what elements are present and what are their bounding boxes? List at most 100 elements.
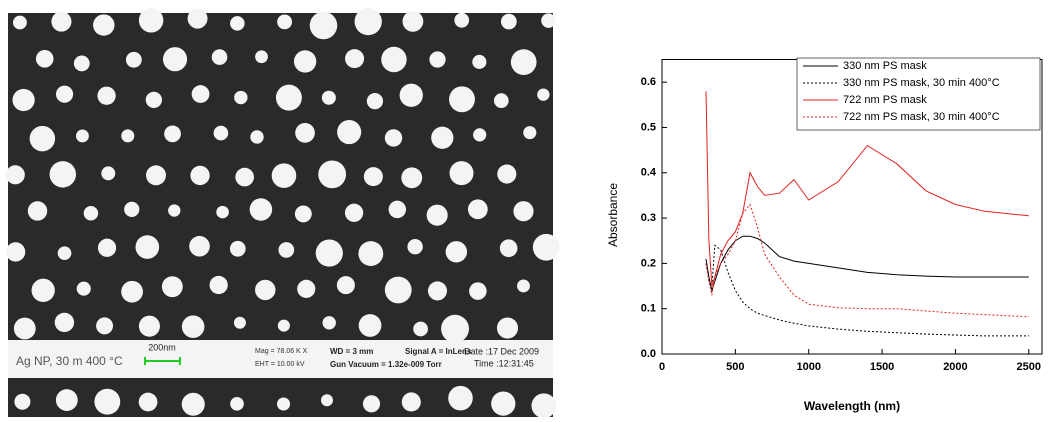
particle — [318, 160, 347, 189]
particle — [315, 239, 343, 267]
particle — [13, 317, 36, 340]
particle — [191, 85, 210, 103]
y-tick-label: 0.4 — [641, 167, 657, 179]
particle — [497, 164, 517, 184]
legend-label: 722 nm PS mask, 30 min 400°C — [843, 111, 1000, 123]
particle — [531, 393, 557, 419]
y-tick-label: 0.0 — [641, 348, 656, 360]
particle — [337, 120, 362, 145]
particle — [76, 281, 91, 296]
x-tick-label: 2500 — [1017, 361, 1041, 373]
particle — [55, 85, 74, 103]
particle — [255, 279, 276, 301]
particle — [31, 278, 55, 302]
particle — [162, 47, 188, 72]
particle — [121, 280, 143, 303]
particle — [83, 206, 99, 221]
particle — [277, 14, 293, 30]
eht: EHT = 10.00 kV — [255, 361, 305, 368]
particle — [294, 205, 312, 223]
particle — [491, 391, 516, 416]
particle — [35, 50, 54, 68]
particle — [401, 392, 421, 412]
particle — [235, 167, 254, 187]
particle — [181, 315, 205, 338]
y-tick-label: 0.1 — [641, 303, 656, 315]
particle — [401, 167, 423, 189]
caption: Ag NP, 30 m 400 °C — [16, 354, 123, 368]
particle — [449, 161, 474, 186]
particle — [321, 90, 336, 105]
particle — [271, 163, 297, 188]
particle — [309, 11, 338, 40]
y-tick-label: 0.6 — [641, 76, 656, 88]
x-axis-label: Wavelength (nm) — [804, 399, 900, 413]
particle — [5, 242, 26, 262]
wd: WD = 3 mm — [330, 347, 373, 356]
particle — [513, 201, 534, 222]
particle — [164, 125, 181, 143]
particle — [384, 276, 412, 304]
particle — [249, 198, 273, 221]
particle — [277, 319, 290, 332]
particle — [362, 395, 381, 413]
particle — [449, 86, 475, 113]
series-line — [705, 203, 1029, 318]
particle — [402, 10, 424, 32]
vacuum: Gun Vacuum = 1.32e-009 Torr — [330, 360, 442, 369]
particle — [441, 314, 469, 343]
particle — [29, 125, 56, 152]
particle — [27, 201, 48, 221]
particle — [138, 8, 164, 33]
particle — [211, 49, 228, 65]
particle — [216, 205, 229, 219]
particle — [467, 199, 488, 220]
series-line — [705, 91, 1029, 287]
scale-label: 200nm — [148, 342, 176, 352]
signal: Signal A = InLens — [405, 347, 472, 356]
particle — [12, 15, 27, 30]
particle — [94, 388, 121, 415]
x-tick-label: 1500 — [870, 361, 894, 373]
particle — [229, 240, 246, 257]
particle — [230, 396, 244, 411]
particle — [381, 46, 407, 73]
particle — [97, 86, 116, 105]
particle — [345, 49, 365, 69]
particle — [168, 204, 181, 217]
particle — [431, 126, 454, 149]
particle — [407, 239, 423, 255]
particle — [320, 394, 333, 407]
particle — [277, 397, 291, 411]
particle — [125, 51, 142, 68]
particle — [358, 241, 384, 266]
particle — [293, 50, 317, 73]
particle — [101, 166, 116, 181]
y-tick-label: 0.2 — [641, 257, 656, 269]
date: Date :17 Dec 2009 — [464, 346, 539, 356]
scale-bar — [144, 357, 181, 365]
mag: Mag = 78.06 K X — [255, 348, 308, 355]
particle — [322, 316, 336, 330]
legend-label: 722 nm PS mask — [843, 94, 927, 106]
particle — [500, 13, 517, 30]
particle — [138, 392, 158, 412]
particle — [124, 201, 140, 217]
particle — [366, 93, 384, 110]
particle — [96, 317, 114, 335]
particle — [399, 83, 423, 107]
particle — [472, 54, 487, 69]
particle — [145, 165, 166, 186]
particle — [93, 14, 115, 36]
particle — [234, 90, 248, 105]
x-tick-label: 1000 — [796, 361, 820, 373]
legend-label: 330 nm PS mask — [843, 60, 927, 72]
particle — [427, 281, 448, 301]
particle — [233, 316, 246, 329]
particle — [541, 13, 556, 28]
x-tick-label: 500 — [726, 361, 744, 373]
particle — [499, 239, 518, 258]
particle — [344, 203, 364, 222]
particle — [426, 204, 448, 226]
